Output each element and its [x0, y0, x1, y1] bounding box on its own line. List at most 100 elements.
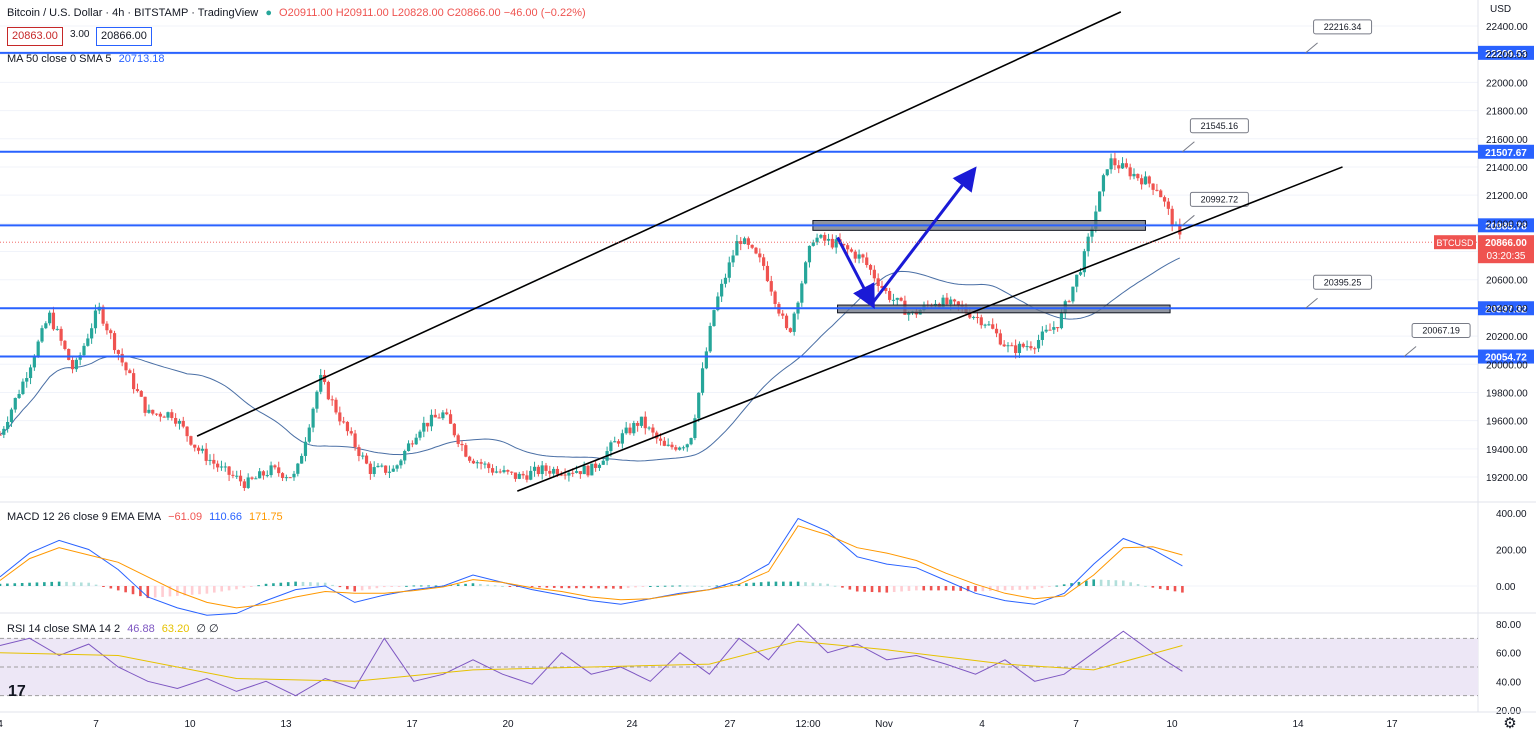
candle-body	[372, 467, 376, 474]
callout-pointer	[1305, 42, 1318, 54]
macd-histogram-bar	[1151, 586, 1155, 588]
price-tick: 20200.00	[1486, 332, 1528, 343]
rsi-legend[interactable]: RSI 14 close SMA 14 2 46.88 63.20 ∅ ∅	[7, 622, 223, 635]
axis-price-label: 20054.72	[1485, 353, 1527, 364]
time-tick: 14	[1292, 719, 1304, 730]
candle-body	[685, 444, 689, 448]
candle-body	[563, 474, 567, 476]
candle-body	[788, 328, 792, 332]
candle-body	[945, 297, 949, 305]
candle-body	[842, 243, 846, 246]
candle-body	[880, 285, 884, 288]
candle-body	[1036, 339, 1041, 349]
macd-histogram-bar	[131, 586, 135, 595]
macd-histogram-bar	[1121, 580, 1125, 586]
macd-histogram-bar	[286, 582, 290, 586]
macd-histogram-bar	[966, 586, 970, 592]
candle-body	[991, 324, 995, 329]
time-tick: 7	[93, 719, 99, 730]
price-axis[interactable]: USD 22400.00 22200.00 22000.00 21800.00 21600…	[0, 4, 1534, 484]
macd-histogram-bar	[1048, 586, 1051, 587]
time-axis[interactable]: 4 7 10 13 17 20 24 27 12:00 Nov 4 7 10 14 17 ⚙	[0, 711, 1536, 732]
candle-body	[170, 412, 174, 418]
price-tick: 20000.00	[1486, 360, 1528, 371]
trend-channel[interactable]	[196, 11, 1343, 492]
candle-body	[74, 359, 78, 370]
macd-histogram-bar	[183, 586, 187, 596]
macd-histogram-bar	[863, 586, 866, 592]
candle-body	[1159, 190, 1163, 198]
candle-body	[502, 470, 506, 473]
macd-histogram-bar	[397, 586, 401, 587]
candle-body	[826, 238, 831, 241]
callout-pointer	[1182, 141, 1195, 153]
candle-body	[590, 463, 594, 476]
candle-body	[662, 440, 666, 446]
projection-arrows[interactable]	[836, 166, 977, 309]
candle-body	[196, 447, 201, 451]
candle-body	[1143, 176, 1148, 185]
ma-legend[interactable]: MA 50 close 0 SMA 5 20713.18	[7, 53, 169, 65]
macd-histogram-bar	[65, 581, 68, 586]
candle-body	[93, 310, 98, 329]
candle-body	[601, 460, 605, 465]
candle-body	[200, 448, 204, 451]
macd-histogram-bar	[1011, 586, 1014, 591]
candle-body	[63, 340, 67, 349]
macd-histogram-bar	[20, 582, 24, 586]
candle-body	[284, 477, 288, 479]
candle-body	[1071, 286, 1075, 302]
ask-price-pill[interactable]: 20866.00	[96, 27, 152, 46]
candle-body	[448, 414, 453, 424]
horizontal-levels[interactable]: 22216.34 22209.53 21545.16 21507.67 20992.72…	[0, 19, 1534, 364]
price-tick: 20400.00	[1486, 304, 1528, 315]
candle-body	[998, 333, 1002, 345]
candle-body	[513, 472, 518, 479]
macd-histogram-bar	[198, 586, 201, 595]
axis-price-label: 20985.78	[1485, 221, 1527, 232]
candle-body	[418, 431, 422, 438]
candle-body	[552, 468, 556, 474]
candle-body	[521, 473, 525, 476]
candle-body	[288, 477, 292, 479]
symbol-title[interactable]: Bitcoin / U.S. Dollar · 4h · BITSTAMP · …	[7, 7, 259, 19]
ma-value: 20713.18	[118, 53, 165, 65]
signal-line	[0, 525, 1183, 609]
macd-histogram-bar	[501, 586, 504, 587]
axis-price-tag	[1478, 218, 1534, 233]
candle-body	[823, 234, 827, 241]
macd-histogram-bar	[124, 586, 127, 593]
candle-body	[559, 474, 563, 476]
macd-legend[interactable]: MACD 12 26 close 9 EMA EMA −61.09 110.66…	[7, 511, 287, 523]
time-tick: 13	[280, 719, 292, 730]
candle-body	[128, 370, 132, 374]
macd-histogram-bar	[915, 586, 918, 591]
tradingview-logo-icon[interactable]: 17	[8, 683, 26, 700]
candle-body	[399, 460, 403, 466]
candle-body	[746, 238, 750, 245]
bid-price-pill[interactable]: 20863.00	[7, 27, 63, 46]
candle-body	[364, 455, 369, 464]
macd-histogram-bar	[242, 586, 246, 588]
spread-value: 3.00	[70, 29, 90, 40]
candle-body	[582, 465, 586, 475]
settings-gear-icon[interactable]: ⚙	[1503, 715, 1516, 732]
macd-histogram-bar	[257, 585, 260, 587]
macd-histogram-bar	[412, 585, 416, 587]
candle-body	[941, 297, 945, 308]
axis-price-label: 21507.67	[1485, 148, 1527, 159]
axis-price-label: 22209.53	[1485, 49, 1527, 60]
rsi-extra: ∅ ∅	[196, 623, 219, 635]
callout-pointer	[1182, 214, 1195, 226]
axis-price-tag	[1478, 301, 1534, 316]
candle-body	[574, 471, 579, 473]
candle-body	[758, 253, 762, 258]
candle-body	[51, 312, 56, 330]
candle-body	[1132, 173, 1136, 177]
candle-body	[750, 244, 754, 248]
macd-histogram-bar	[456, 584, 460, 586]
candle-body	[1044, 329, 1048, 332]
candle-body	[307, 427, 311, 442]
macd-histogram-bar	[582, 586, 586, 589]
